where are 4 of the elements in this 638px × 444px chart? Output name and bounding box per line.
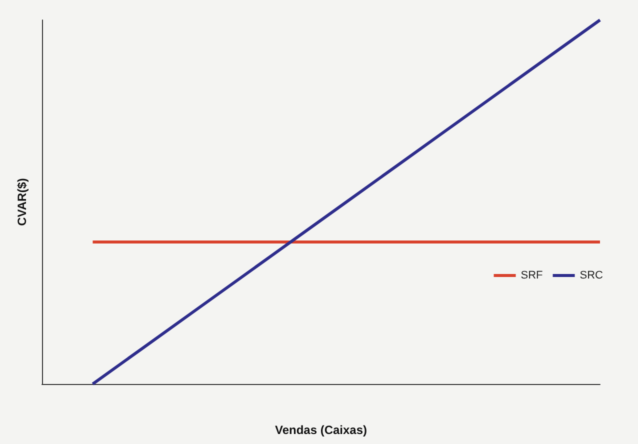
y-axis-title: CVAR($) <box>15 178 29 226</box>
legend-label: SRC <box>580 270 604 282</box>
x-axis-title: Vendas (Caixas) <box>274 423 368 437</box>
legend-label: SRF <box>520 270 544 282</box>
